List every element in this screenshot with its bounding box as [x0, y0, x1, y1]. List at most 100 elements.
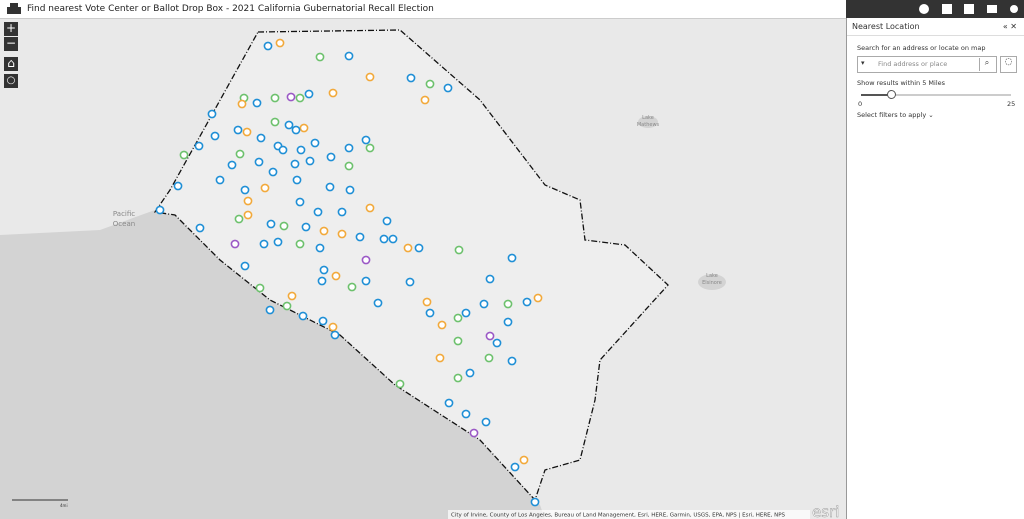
location-marker[interactable] — [296, 145, 306, 155]
location-marker[interactable] — [310, 138, 320, 148]
share-icon[interactable] — [1010, 5, 1018, 13]
location-marker[interactable] — [215, 175, 225, 185]
location-marker[interactable] — [379, 234, 389, 244]
location-marker[interactable] — [305, 156, 315, 166]
location-marker[interactable] — [292, 175, 302, 185]
location-marker[interactable] — [420, 95, 430, 105]
location-marker[interactable] — [235, 149, 245, 159]
location-marker[interactable] — [265, 305, 275, 315]
location-marker[interactable] — [268, 167, 278, 177]
location-marker[interactable] — [479, 299, 489, 309]
zoom-out[interactable]: − — [4, 36, 18, 51]
location-marker[interactable] — [227, 160, 237, 170]
location-marker[interactable] — [425, 79, 435, 89]
location-marker[interactable] — [254, 157, 264, 167]
location-marker[interactable] — [328, 88, 338, 98]
location-marker[interactable] — [345, 185, 355, 195]
location-marker[interactable] — [270, 93, 280, 103]
location-marker[interactable] — [503, 317, 513, 327]
location-marker[interactable] — [507, 253, 517, 263]
panel-controls[interactable]: « ✕ — [1002, 22, 1017, 31]
location-marker[interactable] — [519, 455, 529, 465]
location-marker[interactable] — [425, 308, 435, 318]
location-marker[interactable] — [403, 243, 413, 253]
location-marker[interactable] — [337, 229, 347, 239]
location-marker[interactable] — [242, 127, 252, 137]
location-marker[interactable] — [195, 223, 205, 233]
location-marker[interactable] — [453, 336, 463, 346]
location-marker[interactable] — [522, 297, 532, 307]
location-marker[interactable] — [344, 143, 354, 153]
location-marker[interactable] — [330, 330, 340, 340]
location-marker[interactable] — [282, 301, 292, 311]
location-marker[interactable] — [365, 143, 375, 153]
location-marker[interactable] — [286, 92, 296, 102]
location-marker[interactable] — [395, 379, 405, 389]
location-marker[interactable] — [492, 338, 502, 348]
location-marker[interactable] — [422, 297, 432, 307]
location-marker[interactable] — [270, 117, 280, 127]
slider-thumb[interactable] — [887, 90, 896, 99]
location-marker[interactable] — [361, 135, 371, 145]
location-marker[interactable] — [325, 182, 335, 192]
location-marker[interactable] — [510, 462, 520, 472]
location-marker[interactable] — [194, 141, 204, 151]
location-marker[interactable] — [179, 150, 189, 160]
location-marker[interactable] — [437, 320, 447, 330]
search-button[interactable]: ⌕ — [979, 58, 994, 71]
location-marker[interactable] — [230, 239, 240, 249]
location-marker[interactable] — [344, 51, 354, 61]
location-marker[interactable] — [465, 368, 475, 378]
location-marker[interactable] — [233, 125, 243, 135]
location-marker[interactable] — [287, 291, 297, 301]
location-marker[interactable] — [405, 277, 415, 287]
location-marker[interactable] — [444, 398, 454, 408]
location-marker[interactable] — [331, 271, 341, 281]
location-marker[interactable] — [255, 283, 265, 293]
location-marker[interactable] — [210, 131, 220, 141]
location-marker[interactable] — [260, 183, 270, 193]
search-box[interactable]: ▾ Find address or place ⌕ — [857, 56, 997, 73]
location-marker[interactable] — [319, 265, 329, 275]
location-marker[interactable] — [207, 109, 217, 119]
location-marker[interactable] — [453, 373, 463, 383]
location-marker[interactable] — [295, 197, 305, 207]
location-marker[interactable] — [485, 274, 495, 284]
location-marker[interactable] — [365, 72, 375, 82]
location-marker[interactable] — [461, 308, 471, 318]
locate-me[interactable]: ◌ — [1000, 56, 1017, 73]
location-marker[interactable] — [266, 219, 276, 229]
location-marker[interactable] — [263, 41, 273, 51]
location-marker[interactable] — [317, 276, 327, 286]
location-marker[interactable] — [155, 205, 165, 215]
map[interactable]: Pacific Ocean Lake Mathews Lake Elsinore… — [0, 0, 846, 519]
home-button[interactable]: ⌂ — [4, 57, 18, 71]
location-marker[interactable] — [301, 222, 311, 232]
location-marker[interactable] — [237, 99, 247, 109]
location-marker[interactable] — [298, 311, 308, 321]
zoom-in[interactable]: + — [4, 21, 18, 36]
location-marker[interactable] — [243, 210, 253, 220]
slider-track[interactable] — [861, 94, 1011, 96]
location-marker[interactable] — [243, 196, 253, 206]
location-marker[interactable] — [318, 316, 328, 326]
filters-toggle[interactable]: Select filters to apply ⌄ — [857, 111, 934, 119]
location-marker[interactable] — [435, 353, 445, 363]
location-marker[interactable] — [484, 353, 494, 363]
location-marker[interactable] — [382, 216, 392, 226]
location-marker[interactable] — [347, 282, 357, 292]
location-marker[interactable] — [373, 298, 383, 308]
location-marker[interactable] — [278, 145, 288, 155]
layers-icon[interactable] — [964, 4, 974, 14]
location-marker[interactable] — [291, 125, 301, 135]
dropdown[interactable]: ▾ — [861, 59, 865, 67]
location-marker[interactable] — [299, 123, 309, 133]
location-marker[interactable] — [279, 221, 289, 231]
location-marker[interactable] — [252, 98, 262, 108]
location-marker[interactable] — [503, 299, 513, 309]
location-marker[interactable] — [454, 245, 464, 255]
location-marker[interactable] — [304, 89, 314, 99]
location-marker[interactable] — [234, 214, 244, 224]
location-marker[interactable] — [315, 243, 325, 253]
location-marker[interactable] — [313, 207, 323, 217]
